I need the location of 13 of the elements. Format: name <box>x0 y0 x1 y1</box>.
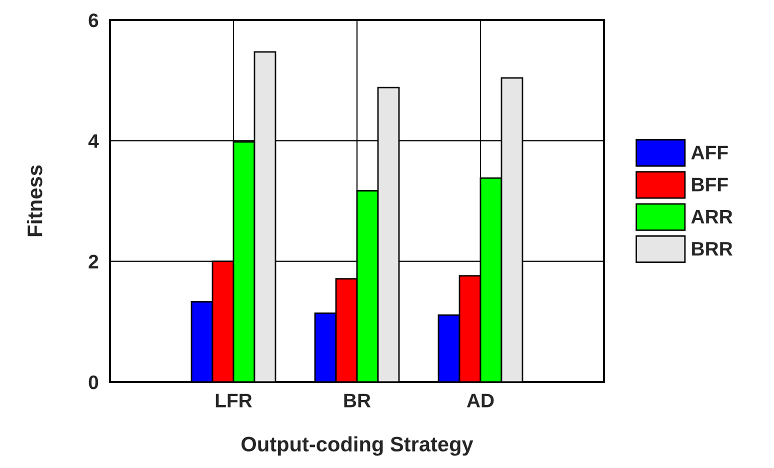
legend-label: BFF <box>692 178 728 192</box>
y-tick-label: 4 <box>88 134 99 148</box>
legend-label: BRR <box>692 242 732 256</box>
y-tick-label: 0 <box>88 375 98 390</box>
x-tick-label: AD <box>466 394 494 408</box>
x-tick-label: BR <box>344 394 371 408</box>
x-axis-title: Output-coding Strategy <box>242 436 474 456</box>
y-tick-label: 6 <box>88 13 98 28</box>
y-axis-title: Fitness <box>26 165 42 236</box>
x-tick-label: LFR <box>216 394 252 408</box>
legend-label: ARR <box>691 210 732 224</box>
y-tick-label: 2 <box>88 254 98 268</box>
legend-label: AFF <box>691 146 728 160</box>
